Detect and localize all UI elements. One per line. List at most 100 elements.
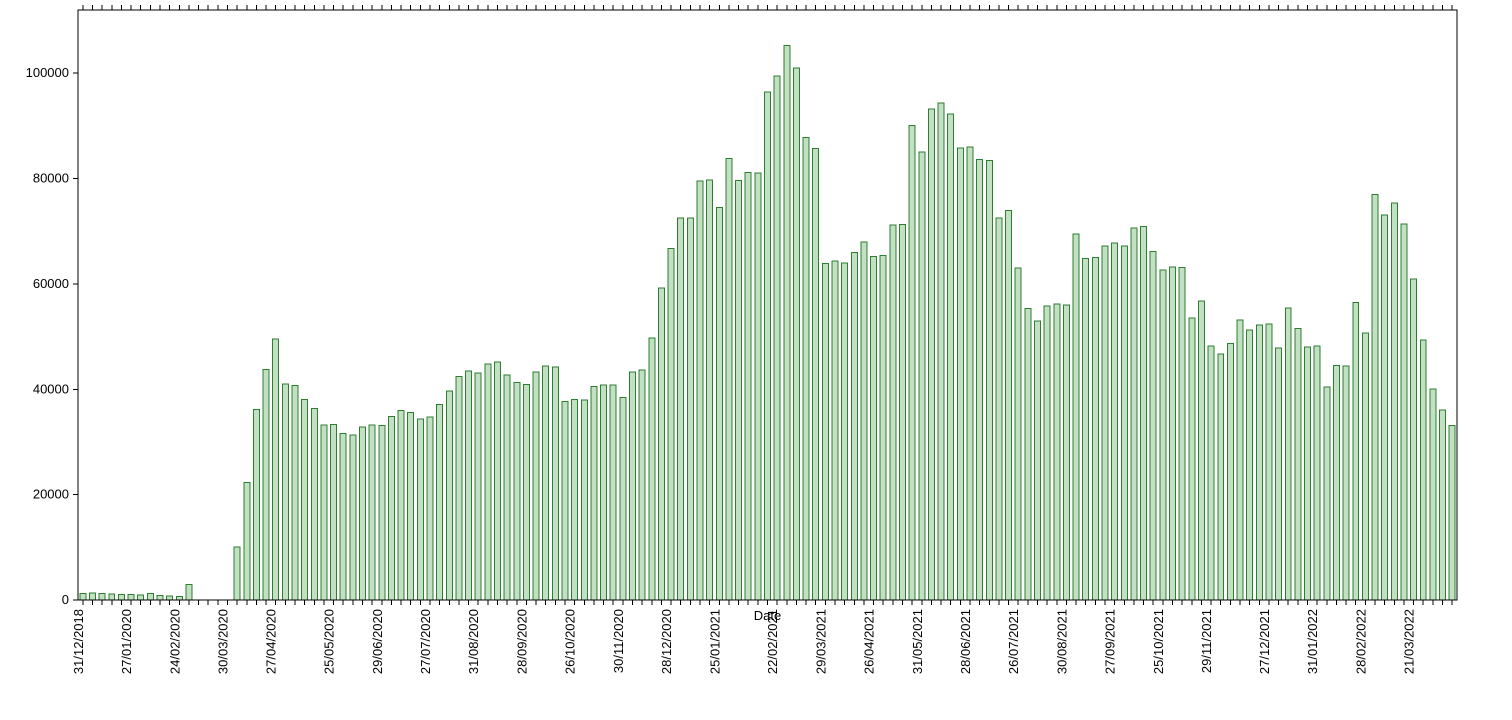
- bar: [581, 400, 587, 600]
- bar: [1440, 410, 1446, 600]
- y-tick-label: 0: [62, 592, 69, 607]
- bar: [620, 398, 626, 600]
- bar: [957, 148, 963, 600]
- bar: [1092, 258, 1098, 600]
- x-tick-label: 29/03/2021: [813, 609, 828, 674]
- bar: [977, 160, 983, 600]
- bar: [475, 373, 481, 600]
- bar: [1189, 318, 1195, 600]
- bar: [890, 225, 896, 600]
- bar: [1285, 308, 1291, 600]
- bar: [446, 391, 452, 600]
- bar: [466, 371, 472, 600]
- x-tick-label: 30/11/2020: [611, 609, 626, 673]
- bar: [1305, 347, 1311, 600]
- bar: [552, 367, 558, 600]
- bar: [1411, 279, 1417, 600]
- bar: [292, 386, 298, 600]
- x-tick-label: 25/10/2021: [1151, 609, 1166, 674]
- bar: [1102, 246, 1108, 600]
- bar: [1401, 224, 1407, 600]
- x-tick-label: 27/07/2020: [418, 609, 433, 674]
- bar: [1372, 194, 1378, 600]
- bar: [668, 249, 674, 600]
- bar: [1353, 302, 1359, 600]
- x-tick-label: 27/01/2020: [119, 609, 134, 674]
- bar: [1314, 346, 1320, 600]
- bar: [1083, 259, 1089, 600]
- bar: [1247, 330, 1253, 600]
- bar: [1208, 346, 1214, 600]
- x-tick-label: 28/09/2020: [514, 609, 529, 674]
- bar: [678, 218, 684, 600]
- bar: [1063, 305, 1069, 600]
- x-tick-label: 28/12/2020: [659, 609, 674, 674]
- bar: [1170, 267, 1176, 600]
- bar: [147, 594, 153, 600]
- bar: [99, 594, 105, 600]
- x-tick-label: 30/03/2020: [215, 609, 230, 674]
- x-tick-label: 27/04/2020: [264, 609, 279, 674]
- y-tick-label: 60000: [33, 276, 69, 291]
- bar: [1333, 366, 1339, 600]
- bar: [1150, 251, 1156, 600]
- y-tick-label: 20000: [33, 487, 69, 502]
- bar: [1025, 309, 1031, 600]
- bar: [842, 263, 848, 600]
- chart-svg: 02000040000600008000010000031/12/201827/…: [0, 0, 1512, 720]
- x-tick-label: 25/01/2021: [707, 609, 722, 674]
- bar: [167, 596, 173, 600]
- bar: [996, 218, 1002, 600]
- x-tick-label: 31/08/2020: [466, 609, 481, 674]
- bar: [388, 417, 394, 600]
- x-tick-label: 27/12/2021: [1257, 609, 1272, 674]
- x-tick-label: 26/10/2020: [563, 609, 578, 674]
- bar: [138, 595, 144, 600]
- x-tick-label: 27/09/2021: [1103, 609, 1118, 674]
- bar: [302, 399, 308, 600]
- bar: [822, 263, 828, 600]
- bar: [909, 125, 915, 600]
- bar: [109, 594, 115, 600]
- bar: [1112, 243, 1118, 600]
- bar: [1044, 306, 1050, 600]
- x-tick-label: 26/07/2021: [1006, 609, 1021, 674]
- bar: [1131, 228, 1137, 600]
- bar: [861, 242, 867, 600]
- bar: [1382, 215, 1388, 600]
- bar: [128, 595, 134, 600]
- y-tick-label: 80000: [33, 171, 69, 186]
- bar: [813, 149, 819, 600]
- bar: [282, 384, 288, 600]
- bar: [986, 161, 992, 600]
- bar: [523, 385, 529, 600]
- x-tick-label: 29/11/2021: [1199, 609, 1214, 673]
- bar: [80, 594, 86, 600]
- bar: [157, 595, 163, 600]
- y-tick-label: 40000: [33, 381, 69, 396]
- bar: [1343, 366, 1349, 600]
- bar: [89, 593, 95, 600]
- bar: [639, 370, 645, 600]
- bar: [948, 114, 954, 600]
- bar: [437, 405, 443, 600]
- x-axis-label: Date: [754, 608, 781, 623]
- bar: [350, 435, 356, 600]
- bar: [253, 409, 259, 600]
- x-tick-label: 31/12/2018: [71, 609, 86, 674]
- bar: [630, 372, 636, 600]
- bar: [263, 369, 269, 600]
- bar: [774, 76, 780, 600]
- bar: [1430, 389, 1436, 600]
- bar: [1141, 227, 1147, 600]
- bar: [938, 103, 944, 600]
- bar: [687, 218, 693, 600]
- bar: [495, 362, 501, 600]
- bar: [456, 377, 462, 600]
- bar: [784, 45, 790, 600]
- bar: [408, 412, 414, 600]
- bar: [311, 408, 317, 600]
- bar: [658, 288, 664, 600]
- bar: [697, 181, 703, 600]
- x-tick-label: 26/04/2021: [862, 609, 877, 674]
